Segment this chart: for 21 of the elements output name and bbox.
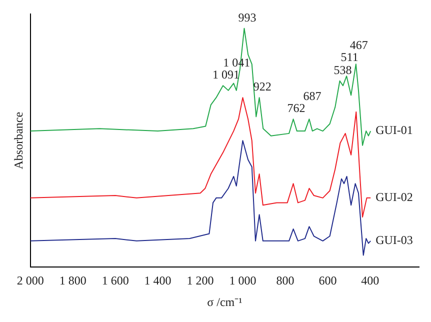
- annotation: 1 091: [212, 68, 240, 82]
- annotation: 511: [340, 50, 358, 64]
- x-tick-label: 400: [361, 274, 380, 288]
- x-tick-label: 1 600: [102, 274, 129, 288]
- annotation: 467: [350, 38, 368, 52]
- annotation: 687: [303, 89, 322, 104]
- x-tick-label: 600: [318, 274, 337, 288]
- series-label: GUI-01: [376, 123, 413, 138]
- annotation: 993: [238, 10, 256, 24]
- x-tick-label: 1 800: [59, 274, 86, 288]
- x-tick-label: 1 000: [229, 274, 256, 288]
- y-axis-title: Absorbance: [11, 112, 26, 170]
- x-tick-label: 1 200: [186, 274, 214, 288]
- x-axis-title: σ /cm⁻¹: [207, 294, 243, 309]
- annotation: 538: [334, 62, 352, 77]
- x-tick-label: 1 400: [144, 274, 172, 288]
- series-label: GUI-02: [376, 190, 413, 204]
- x-tick-label: 800: [276, 274, 294, 288]
- x-tick-label: 2 000: [16, 274, 44, 288]
- annotation: 762: [287, 101, 306, 116]
- series-label: GUI-03: [376, 233, 413, 248]
